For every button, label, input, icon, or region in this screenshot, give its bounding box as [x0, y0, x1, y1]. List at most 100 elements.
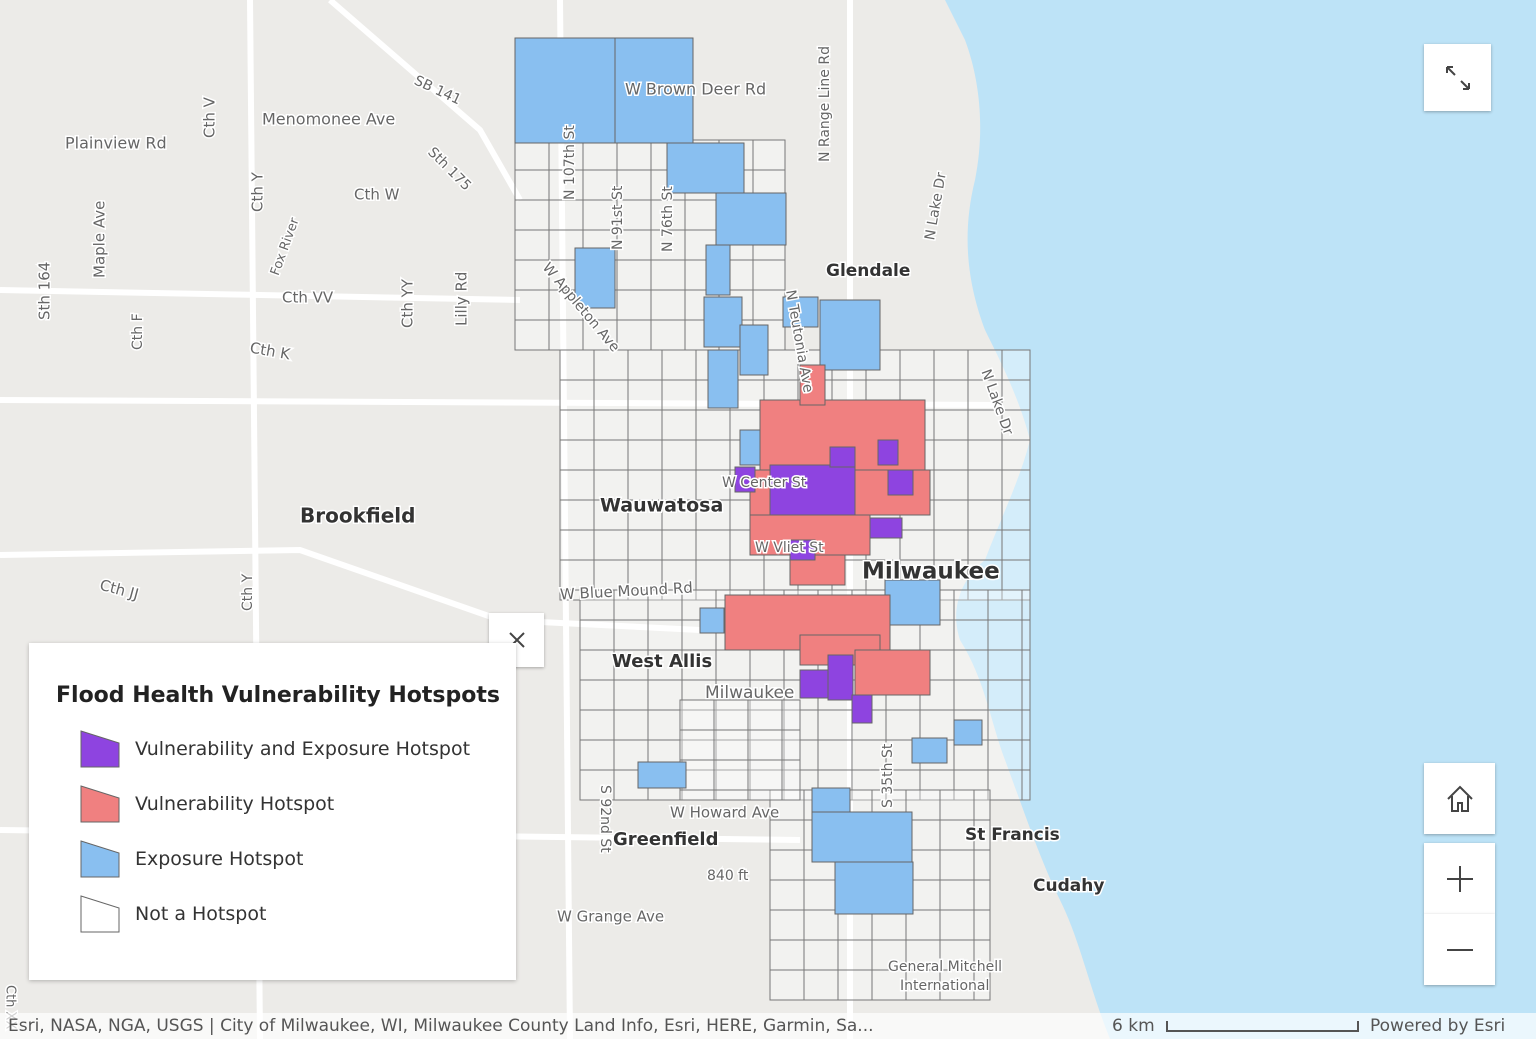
map-label: Cth W — [354, 186, 400, 204]
tract — [1001, 439, 1031, 471]
tract — [747, 729, 783, 761]
tract — [616, 319, 652, 351]
tract — [661, 409, 697, 441]
tract — [559, 379, 595, 411]
tract — [769, 969, 805, 1001]
map-label: Cth Y — [249, 171, 267, 212]
tract — [769, 909, 805, 941]
tract — [1001, 469, 1031, 501]
scale-bar — [1166, 1021, 1359, 1032]
tract — [933, 409, 969, 441]
tract — [1021, 769, 1031, 801]
tract — [885, 709, 921, 741]
expand-icon — [1445, 65, 1470, 90]
map-label: General Mitchell — [888, 959, 1002, 975]
swatch-shape — [80, 785, 120, 823]
tract — [919, 709, 955, 741]
tract — [747, 699, 783, 731]
tract — [661, 349, 697, 381]
tract — [1021, 709, 1031, 741]
hotspot-tract — [715, 192, 787, 246]
tract — [967, 469, 1003, 501]
tract — [559, 349, 595, 381]
map-label: N 76th St — [660, 186, 676, 252]
tract — [939, 789, 975, 821]
map-label: Cudahy — [1033, 876, 1104, 896]
map-label: SB 141 — [412, 73, 464, 108]
legend-label: Not a Hotspot — [135, 903, 267, 925]
tract — [781, 729, 801, 761]
tract — [681, 739, 717, 771]
map-label: Maple Ave — [91, 201, 109, 278]
tract — [593, 349, 629, 381]
tract — [987, 649, 1023, 681]
tract — [837, 939, 873, 971]
map-label: W Brown Deer Rd — [625, 80, 766, 99]
tract — [613, 709, 649, 741]
tract — [627, 409, 663, 441]
home-button[interactable] — [1424, 763, 1495, 834]
map-label: Milwaukee — [862, 559, 1000, 585]
tract — [871, 969, 907, 1001]
map-label: Sth 175 — [424, 144, 474, 194]
tract — [627, 439, 663, 471]
map-label: Cth JJ — [98, 576, 141, 604]
tract — [987, 679, 1023, 711]
tract — [769, 819, 805, 851]
tract — [715, 679, 751, 711]
tract — [559, 469, 595, 501]
legend-swatch — [80, 730, 120, 768]
hotspot-tract — [799, 364, 826, 406]
swatch-shape — [80, 840, 120, 878]
tract — [781, 759, 801, 791]
tract — [729, 559, 765, 591]
hotspot-tract — [851, 694, 873, 724]
tract — [559, 409, 595, 441]
map-label: Plainview Rd — [65, 134, 167, 153]
tract — [514, 289, 550, 321]
hotspot-tract — [869, 517, 903, 539]
tract — [1001, 349, 1031, 381]
tract — [817, 709, 853, 741]
hotspot-tract — [829, 446, 856, 468]
map-label: S 92nd St — [597, 785, 613, 853]
tract — [548, 319, 584, 351]
tract — [1001, 559, 1031, 591]
hotspot-tract — [827, 654, 854, 701]
tract — [1001, 379, 1031, 411]
tract — [885, 769, 921, 801]
hotspot-tract — [666, 142, 745, 194]
tract — [579, 649, 615, 681]
attribution: Esri, NASA, NGA, USGS | City of Milwauke… — [8, 1016, 874, 1036]
tract — [679, 789, 715, 801]
tract — [933, 469, 969, 501]
tract — [749, 679, 785, 711]
fullscreen-button[interactable] — [1424, 44, 1491, 111]
tract — [647, 709, 683, 741]
tract — [781, 699, 801, 731]
tract — [933, 379, 969, 411]
swatch-shape — [80, 895, 120, 933]
zoom-in-button[interactable] — [1424, 843, 1495, 914]
hotspot-tract — [877, 439, 899, 466]
map-label: Lilly Rd — [453, 272, 471, 326]
tract — [1021, 619, 1031, 651]
tract — [933, 439, 969, 471]
tract — [851, 739, 887, 771]
tract — [837, 969, 873, 1001]
tract — [953, 619, 989, 651]
tract — [593, 529, 629, 561]
minus-icon — [1446, 948, 1473, 951]
tract — [803, 969, 839, 1001]
tract — [781, 789, 801, 801]
tract — [899, 529, 935, 561]
tract — [1021, 589, 1031, 621]
tract — [593, 409, 629, 441]
map-label: Cth VV — [282, 289, 334, 307]
tract — [579, 709, 615, 741]
tract — [769, 879, 805, 911]
map-label: Cth V — [201, 96, 219, 138]
zoom-out-button[interactable] — [1424, 914, 1495, 985]
tract — [953, 589, 989, 621]
